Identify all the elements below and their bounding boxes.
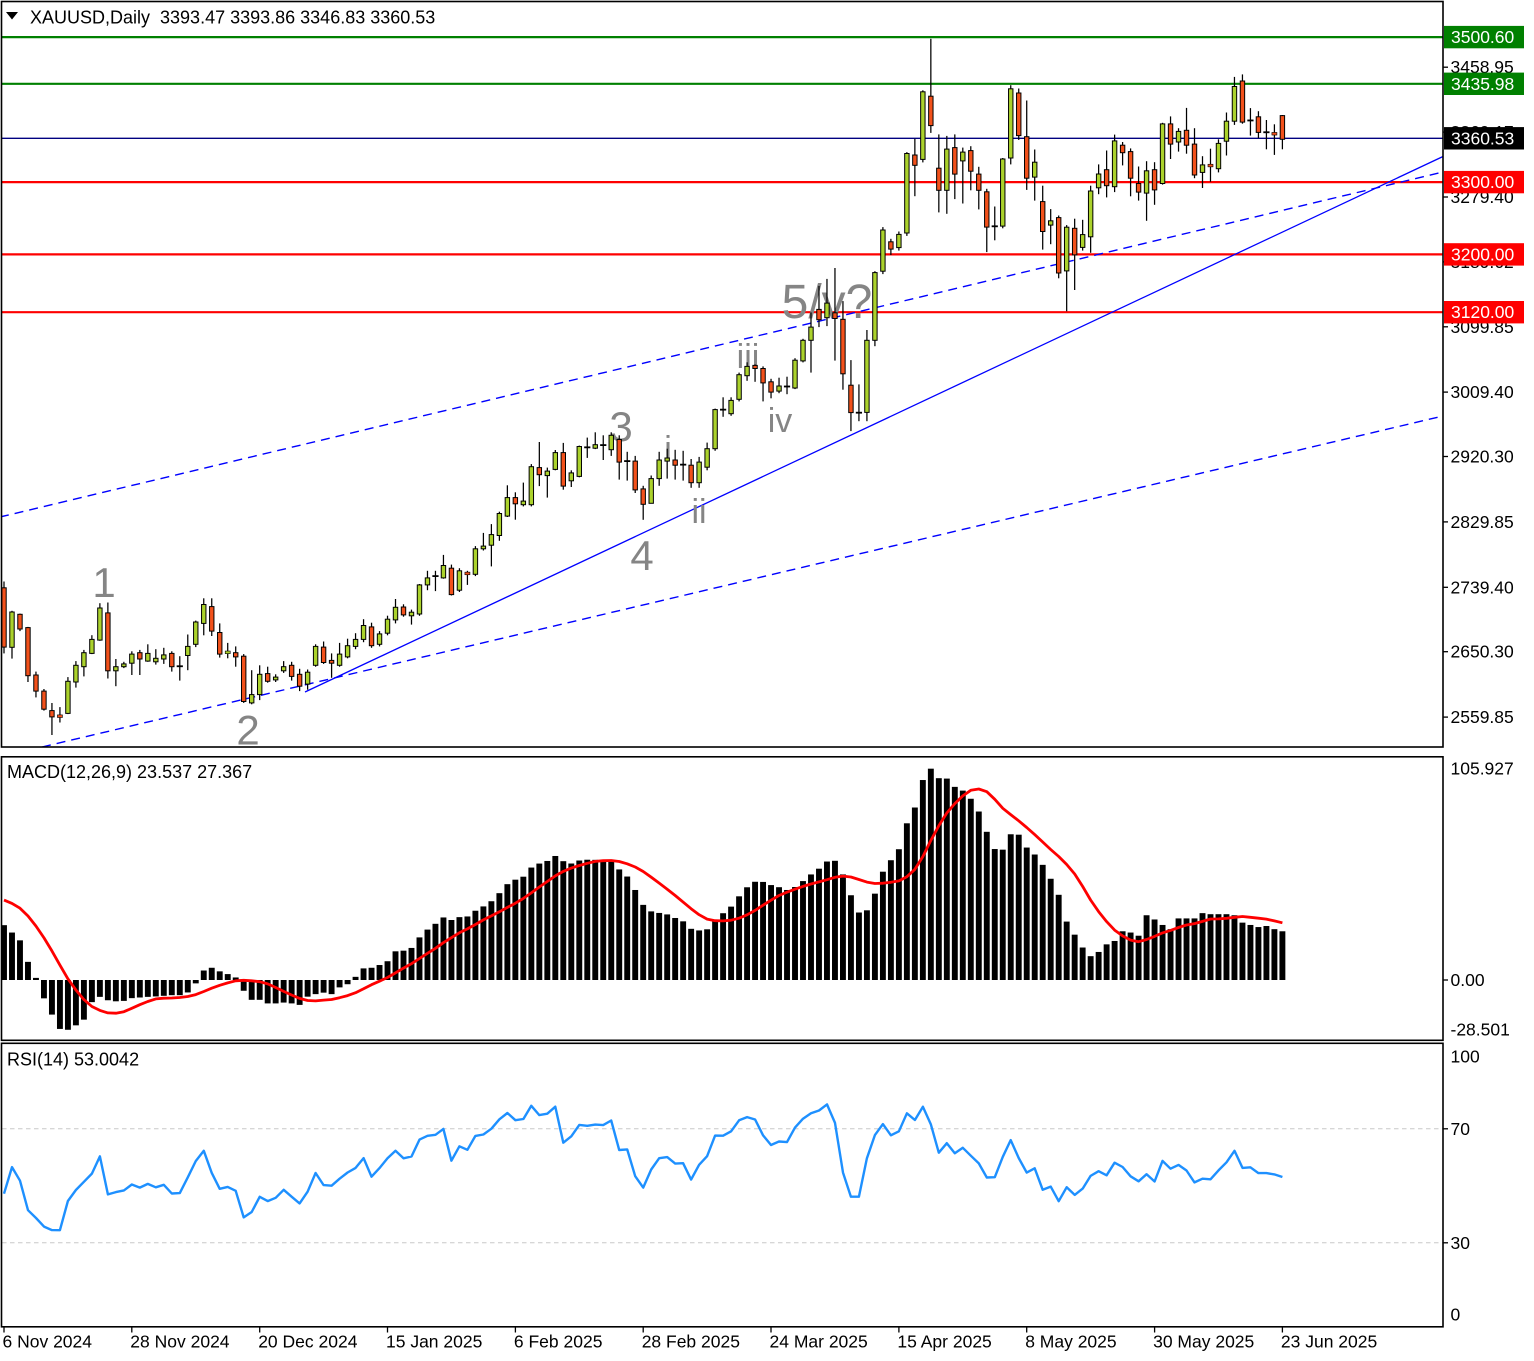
svg-text:105.927: 105.927: [1451, 759, 1514, 779]
svg-text:ii: ii: [691, 493, 706, 531]
svg-text:2920.30: 2920.30: [1451, 447, 1515, 467]
svg-text:24 Mar 2025: 24 Mar 2025: [770, 1332, 868, 1352]
svg-text:2559.85: 2559.85: [1451, 707, 1514, 727]
svg-text:3120.00: 3120.00: [1451, 302, 1515, 322]
svg-text:-28.501: -28.501: [1451, 1020, 1510, 1040]
svg-text:3: 3: [609, 403, 632, 450]
svg-text:15 Apr 2025: 15 Apr 2025: [897, 1332, 991, 1352]
svg-text:6 Nov 2024: 6 Nov 2024: [3, 1332, 93, 1352]
svg-text:28 Feb 2025: 28 Feb 2025: [642, 1332, 740, 1352]
svg-text:6 Feb 2025: 6 Feb 2025: [514, 1332, 603, 1352]
svg-text:4: 4: [630, 532, 653, 579]
svg-text:3458.95: 3458.95: [1451, 57, 1514, 77]
svg-text:3009.40: 3009.40: [1451, 382, 1515, 402]
svg-text:28 Nov 2024: 28 Nov 2024: [130, 1332, 230, 1352]
svg-text:30: 30: [1451, 1233, 1471, 1253]
svg-text:3200.00: 3200.00: [1451, 244, 1515, 264]
svg-text:30 May 2025: 30 May 2025: [1153, 1332, 1254, 1352]
svg-text:0: 0: [1451, 1305, 1461, 1325]
svg-text:2829.85: 2829.85: [1451, 512, 1514, 532]
svg-text:MACD(12,26,9) 23.537 27.367: MACD(12,26,9) 23.537 27.367: [7, 762, 252, 782]
svg-text:3300.00: 3300.00: [1451, 172, 1515, 192]
svg-text:100: 100: [1451, 1046, 1480, 1066]
svg-text:i: i: [664, 430, 672, 468]
svg-text:15 Jan 2025: 15 Jan 2025: [386, 1332, 482, 1352]
svg-text:2739.40: 2739.40: [1451, 577, 1515, 597]
svg-text:2: 2: [236, 707, 259, 754]
svg-text:20 Dec 2024: 20 Dec 2024: [258, 1332, 358, 1352]
svg-text:iv: iv: [768, 402, 793, 440]
svg-text:1: 1: [92, 559, 115, 606]
svg-text:8 May 2025: 8 May 2025: [1025, 1332, 1116, 1352]
svg-text:3360.53: 3360.53: [1451, 128, 1514, 148]
svg-text:70: 70: [1451, 1119, 1471, 1139]
svg-text:2650.30: 2650.30: [1451, 642, 1515, 662]
svg-text:XAUUSD,Daily 3393.47 3393.86: XAUUSD,Daily 3393.47 3393.86 3346.83 336…: [30, 8, 435, 28]
svg-text:23 Jun 2025: 23 Jun 2025: [1281, 1332, 1377, 1352]
svg-text:RSI(14) 53.0042: RSI(14) 53.0042: [7, 1050, 139, 1070]
svg-text:3435.98: 3435.98: [1451, 74, 1514, 94]
svg-text:0.00: 0.00: [1451, 970, 1485, 990]
svg-text:3500.60: 3500.60: [1451, 27, 1515, 47]
